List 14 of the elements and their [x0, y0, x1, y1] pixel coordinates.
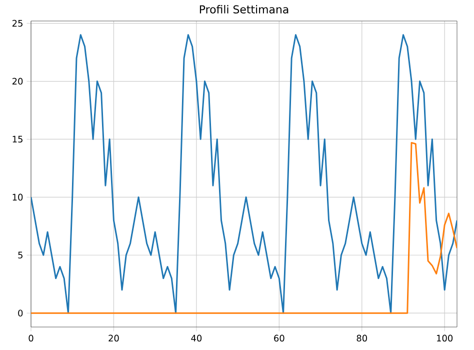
y-tick-label: 10 [12, 194, 23, 201]
x-tick-label: 0 [28, 334, 34, 342]
y-tick-label: 20 [12, 78, 23, 85]
y-tick-label: 0 [18, 310, 23, 316]
x-tick-label: 100 [437, 334, 453, 342]
x-tick-label: 20 [108, 334, 119, 342]
y-tick-label: 25 [12, 20, 22, 27]
line-series [31, 34, 458, 314]
y-tick-label: 15 [12, 136, 22, 143]
x-tick-label: 60 [274, 334, 284, 342]
x-tick-label: 80 [356, 334, 367, 342]
x-tick-label: 40 [191, 334, 202, 342]
y-tick-label: 5 [18, 252, 22, 258]
chart-title: Profili Settimana [200, 5, 288, 14]
